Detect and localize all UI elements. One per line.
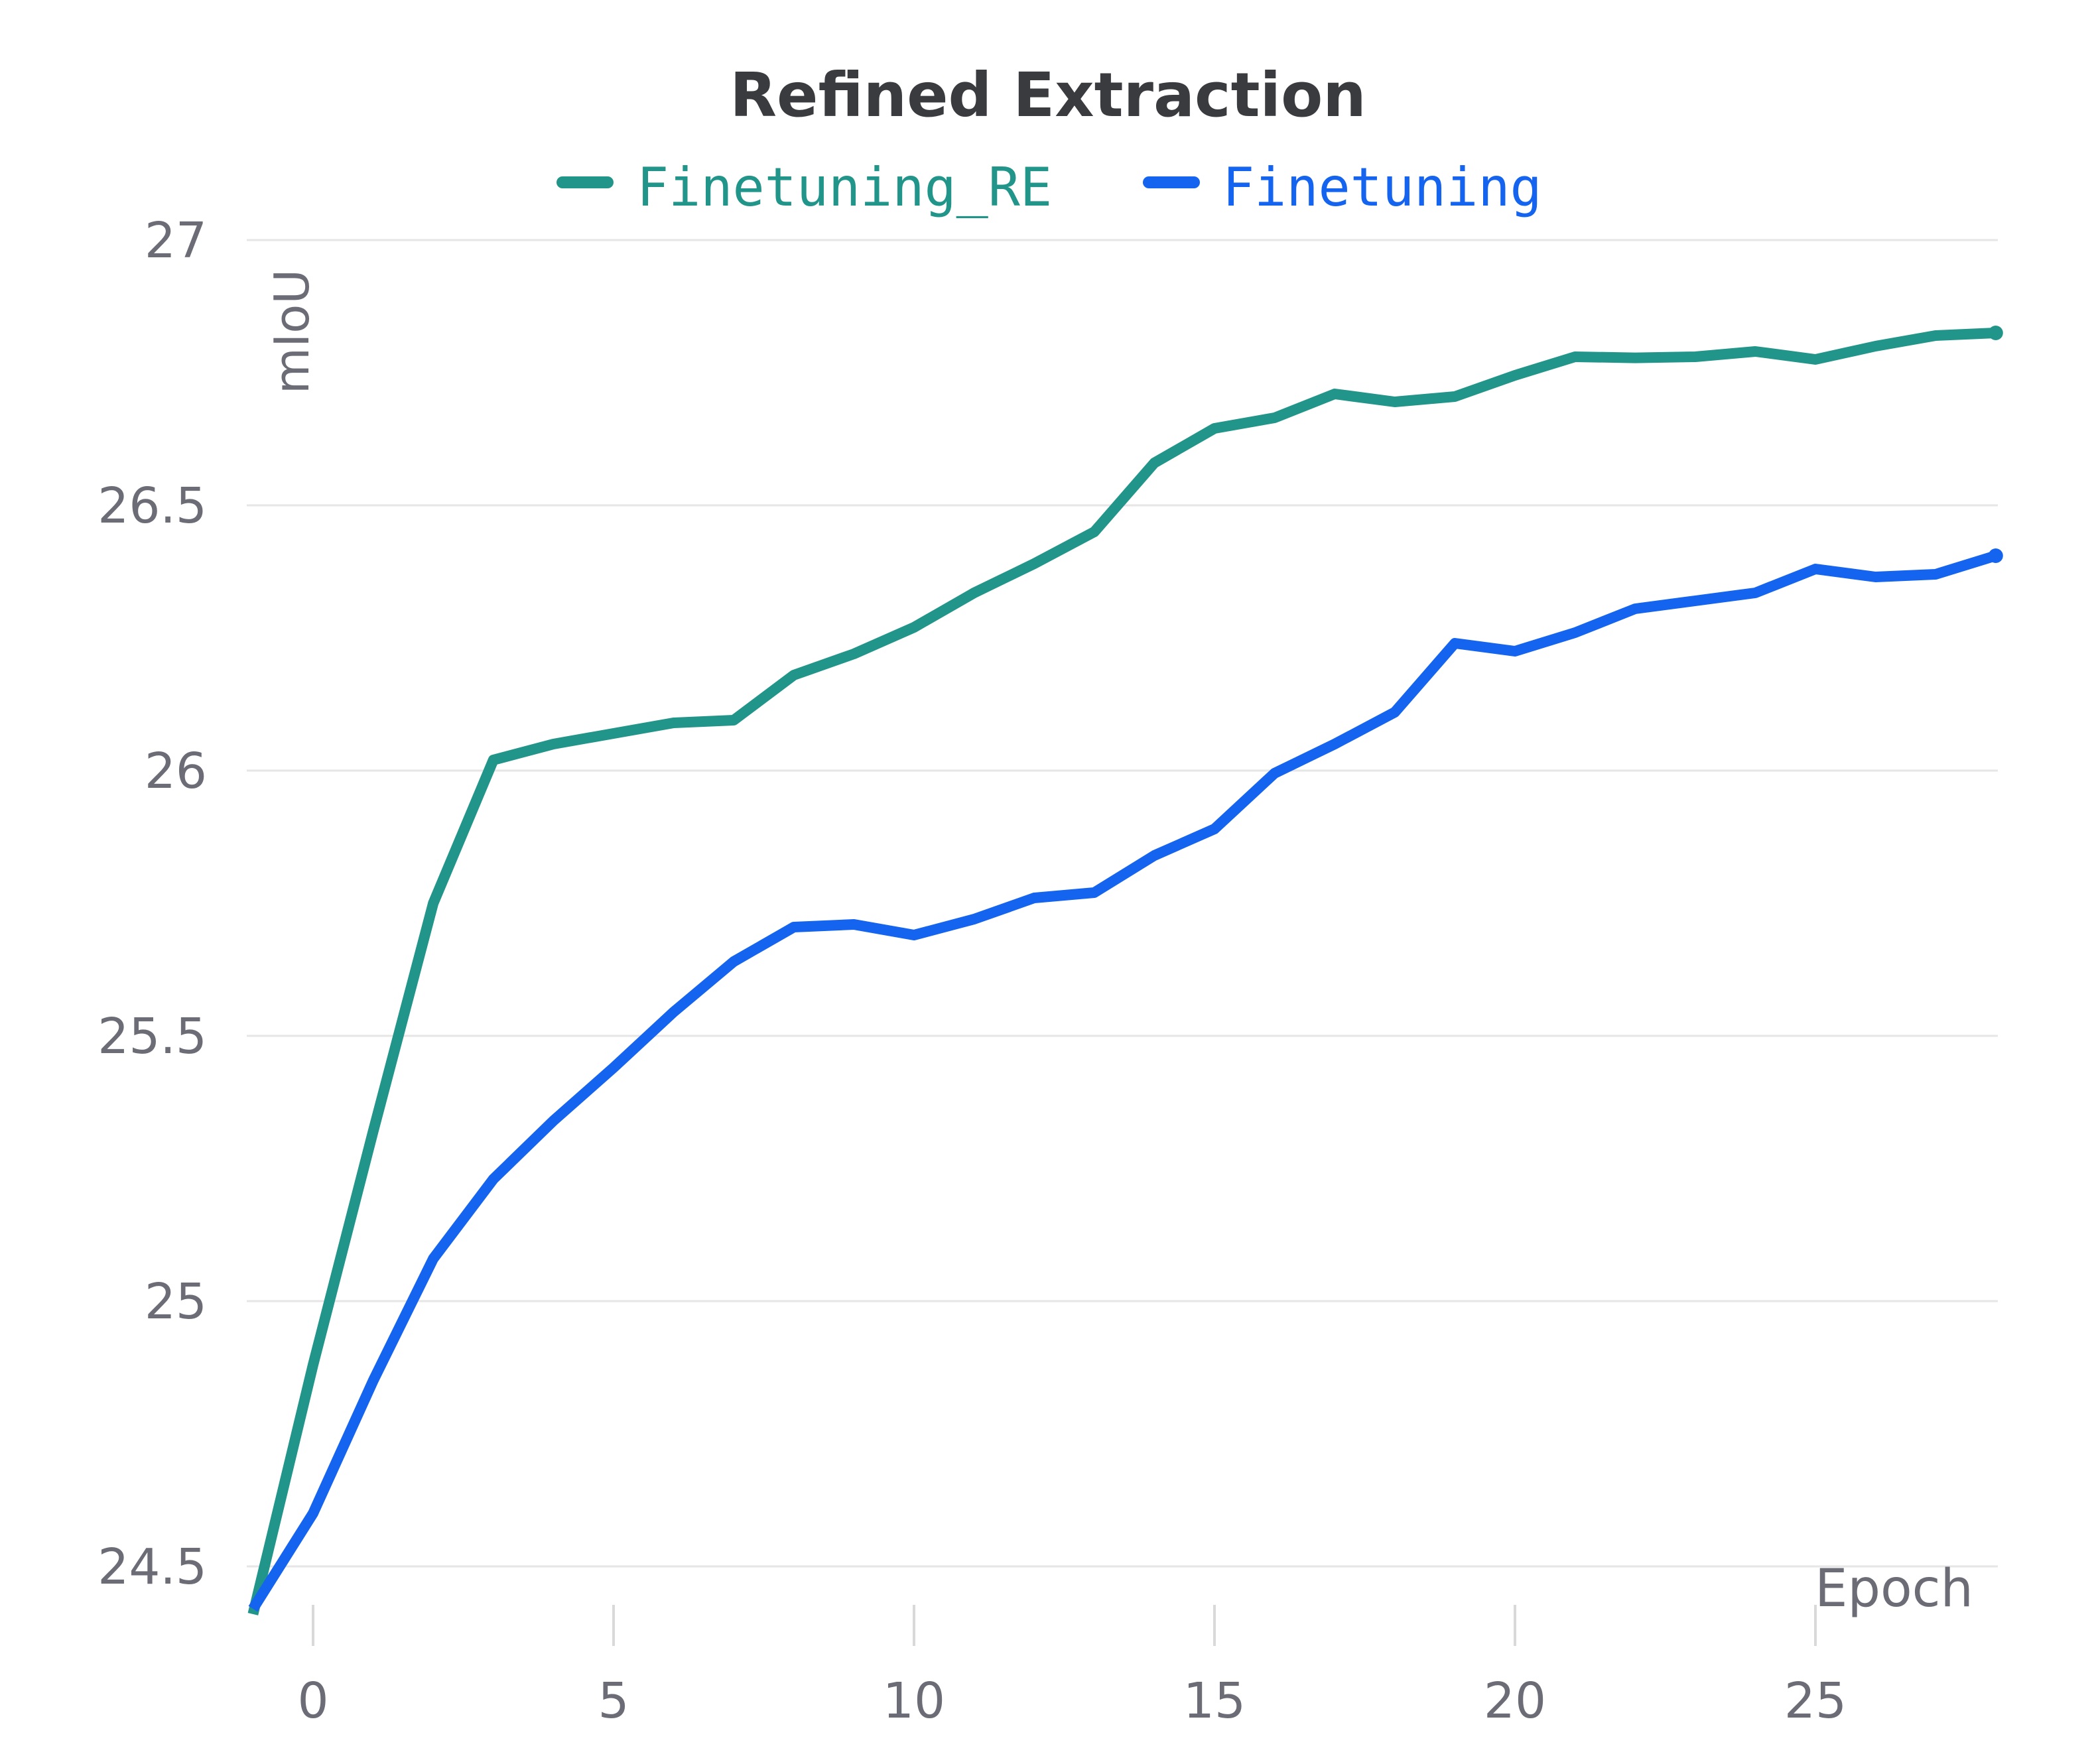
chart-title: Refined Extraction bbox=[730, 60, 1366, 131]
legend-label-finetuning: Finetuning bbox=[1222, 157, 1542, 218]
series-line-finetuning bbox=[248, 550, 1998, 1612]
y-tick-label: 25.5 bbox=[98, 1008, 207, 1065]
x-tick-label: 5 bbox=[598, 1672, 629, 1730]
legend: Finetuning_RE Finetuning bbox=[557, 157, 1542, 218]
series-lines bbox=[247, 326, 2003, 1615]
series-end-point-finetuning bbox=[1988, 548, 2003, 563]
x-tick-label: 25 bbox=[1784, 1672, 1847, 1730]
y-tick-label: 26.5 bbox=[98, 477, 207, 535]
x-tick-label: 15 bbox=[1183, 1672, 1246, 1730]
series-end-point-finetuning-re bbox=[1988, 326, 2003, 340]
x-axis-ticks: 0 5 10 15 20 25 bbox=[297, 1605, 1847, 1730]
y-axis-ticks: 24.5 25 25.5 26 26.5 27 bbox=[98, 212, 207, 1596]
gridlines bbox=[247, 239, 1998, 1568]
y-tick-label: 27 bbox=[145, 212, 207, 269]
x-tick-label: 20 bbox=[1484, 1672, 1546, 1730]
y-tick-label: 24.5 bbox=[98, 1539, 207, 1596]
x-axis-label: Epoch bbox=[1815, 1559, 1973, 1619]
y-axis-label: mIoU bbox=[264, 269, 320, 394]
legend-label-finetuning-re: Finetuning_RE bbox=[637, 157, 1052, 218]
x-tick-label: 0 bbox=[297, 1672, 328, 1730]
series-line-finetuning-re bbox=[247, 328, 1997, 1615]
y-tick-label: 26 bbox=[145, 743, 207, 800]
y-tick-label: 25 bbox=[145, 1273, 207, 1330]
x-tick-label: 10 bbox=[883, 1672, 945, 1730]
